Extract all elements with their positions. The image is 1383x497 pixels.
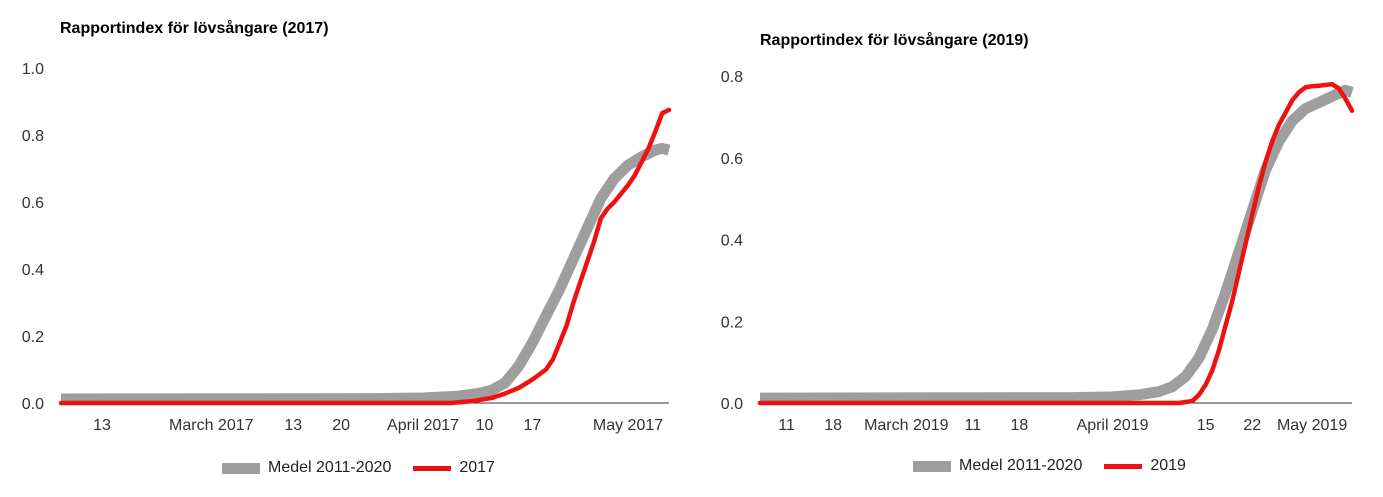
y-tick-label: 0.2 bbox=[721, 314, 743, 331]
series-line-mean bbox=[759, 84, 1354, 404]
x-tick-label: March 2019 bbox=[864, 417, 949, 434]
x-tick-label: 11 bbox=[965, 417, 982, 434]
y-tick-label: 1.0 bbox=[22, 61, 44, 78]
x-tick-label: March 2017 bbox=[169, 417, 254, 434]
x-tick-label: 13 bbox=[284, 417, 302, 434]
chart-2019: Rapportindex för lövsångare (2019) 0.0 0.… bbox=[693, 0, 1383, 497]
x-tick-label: 15 bbox=[1197, 417, 1215, 434]
legend-item-mean: Medel 2011-2020 bbox=[913, 457, 1082, 475]
series-line-year bbox=[757, 81, 1355, 406]
y-tick-label: 0.8 bbox=[721, 69, 743, 86]
series-line-mean bbox=[60, 142, 671, 405]
legend-swatch-mean bbox=[222, 462, 260, 474]
x-tick-label: 20 bbox=[332, 417, 350, 434]
x-tick-label: 17 bbox=[523, 417, 541, 434]
legend: Medel 2011-2020 2019 bbox=[913, 457, 1208, 475]
x-tick-label: May 2017 bbox=[593, 417, 663, 434]
x-tick-label: 22 bbox=[1243, 417, 1261, 434]
x-tick-label: April 2019 bbox=[1077, 417, 1149, 434]
y-tick-label: 0.6 bbox=[22, 195, 44, 212]
x-tick-label: 13 bbox=[93, 417, 111, 434]
legend-label-mean: Medel 2011-2020 bbox=[268, 459, 392, 476]
x-tick-label: 10 bbox=[476, 417, 494, 434]
chart-title: Rapportindex för lövsångare (2019) bbox=[760, 32, 1029, 49]
legend-item-mean: Medel 2011-2020 bbox=[222, 459, 391, 477]
y-tick-label: 0.2 bbox=[22, 329, 44, 346]
x-tick-label: April 2017 bbox=[387, 417, 459, 434]
legend-label-mean: Medel 2011-2020 bbox=[959, 457, 1083, 474]
plot-area: 0.0 0.2 0.4 0.6 0.8 11 18 March 2019 11 18 April 2… bbox=[721, 69, 1355, 434]
chart-2017: Rapportindex för lövsångare (2017) 0.0 0.… bbox=[0, 0, 690, 497]
y-tick-label: 0.0 bbox=[22, 396, 44, 413]
legend-swatch-year bbox=[1104, 463, 1143, 469]
legend-swatch-year bbox=[413, 465, 452, 471]
x-tick-label: 11 bbox=[778, 417, 795, 434]
y-tick-label: 0.6 bbox=[721, 151, 743, 168]
y-tick-label: 0.4 bbox=[22, 262, 44, 279]
series-line-year bbox=[58, 107, 672, 406]
legend-label-year: 2019 bbox=[1150, 457, 1186, 474]
legend-label-year: 2017 bbox=[459, 459, 495, 476]
legend-item-year: 2019 bbox=[1104, 457, 1186, 475]
chart-title: Rapportindex för lövsångare (2017) bbox=[60, 20, 329, 37]
legend: Medel 2011-2020 2017 bbox=[222, 459, 517, 477]
plot-area: 0.0 0.2 0.4 0.6 0.8 1.0 13 March 2017 13 20 April … bbox=[22, 61, 672, 434]
y-tick-label: 0.0 bbox=[721, 396, 743, 413]
y-tick-label: 0.4 bbox=[721, 233, 743, 250]
legend-swatch-mean bbox=[913, 460, 951, 472]
legend-item-year: 2017 bbox=[413, 459, 495, 477]
x-tick-label: 18 bbox=[824, 417, 842, 434]
x-tick-label: May 2019 bbox=[1277, 417, 1347, 434]
x-tick-label: 18 bbox=[1011, 417, 1029, 434]
y-tick-label: 0.8 bbox=[22, 128, 44, 145]
